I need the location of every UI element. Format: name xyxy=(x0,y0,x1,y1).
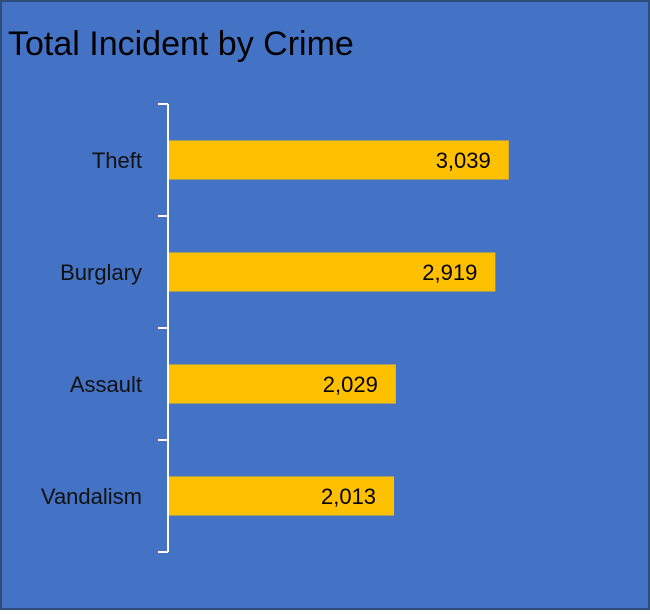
data-label: 2,013 xyxy=(321,484,376,509)
data-label: 2,029 xyxy=(323,372,378,397)
data-label: 2,919 xyxy=(422,260,477,285)
category-label: Burglary xyxy=(60,260,142,285)
data-label: 3,039 xyxy=(436,148,491,173)
category-label: Assault xyxy=(70,372,142,397)
category-label: Theft xyxy=(92,148,142,173)
category-label: Vandalism xyxy=(41,484,142,509)
